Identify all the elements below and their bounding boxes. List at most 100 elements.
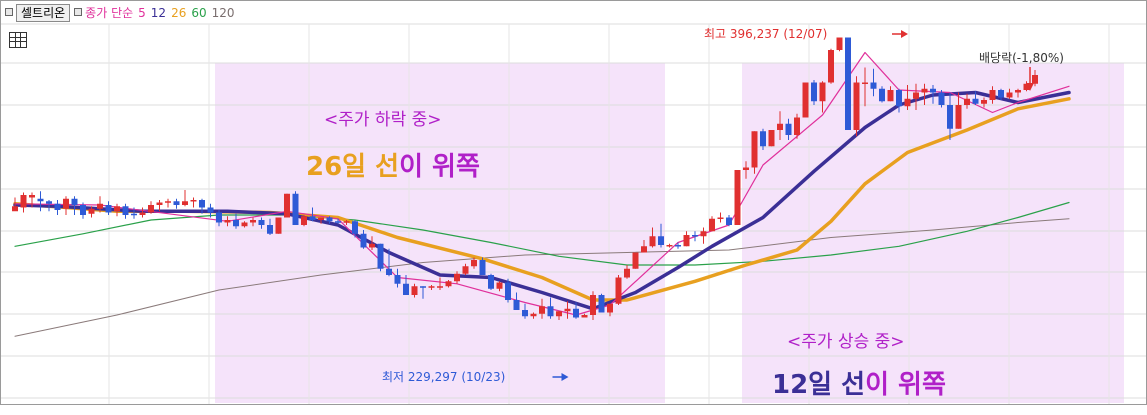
candle-body xyxy=(462,266,469,274)
candle-body xyxy=(913,92,919,99)
candle-body xyxy=(581,315,588,318)
candle-body xyxy=(437,286,443,288)
candle-body xyxy=(505,282,511,300)
candle-body xyxy=(420,286,426,288)
candle-body xyxy=(46,201,52,204)
candle-body xyxy=(122,206,129,215)
bar-square-icon xyxy=(74,7,83,16)
candle-body xyxy=(190,200,197,202)
high-arrow-head xyxy=(901,30,908,38)
candle-body xyxy=(947,105,953,129)
candle-body xyxy=(37,198,44,202)
candle-body xyxy=(114,206,120,212)
candle-body xyxy=(343,221,350,223)
candle-body xyxy=(675,245,681,247)
table-grid-icon[interactable] xyxy=(9,32,27,48)
candle-body xyxy=(386,268,392,275)
candle-body xyxy=(513,300,520,310)
candle-body xyxy=(335,221,341,223)
candle-body xyxy=(879,88,885,102)
candle-body xyxy=(522,310,528,317)
low-label: 최저 229,297 (10/23) xyxy=(382,370,506,384)
candle-body xyxy=(394,275,401,284)
falling-subtitle: 26일 선이 위쪽 xyxy=(306,146,480,183)
candle-body xyxy=(148,205,154,213)
dividend-label: 배당락(-1,80%) xyxy=(979,51,1064,65)
rising-sub-rest: 이 위쪽 xyxy=(865,370,946,400)
candle-body xyxy=(301,216,307,225)
candle-body xyxy=(326,217,333,222)
candle-body xyxy=(777,123,783,130)
candle-body xyxy=(97,203,103,209)
candle-body xyxy=(760,131,766,147)
rising-sub-line: 12일 선 xyxy=(772,370,866,400)
candle-body xyxy=(207,207,214,213)
candle-body xyxy=(54,203,61,210)
ma60-label[interactable]: 60 xyxy=(191,5,207,20)
candle-body xyxy=(71,198,78,205)
candle-body xyxy=(938,92,945,105)
candle-body xyxy=(352,221,358,234)
candle-body xyxy=(403,283,409,295)
candle-body xyxy=(292,193,299,225)
candle-body xyxy=(896,90,902,107)
indicator-label: 종가 단순 xyxy=(85,5,134,20)
candle-body xyxy=(981,100,987,104)
candle-body xyxy=(258,220,265,225)
candle-body xyxy=(139,212,146,215)
ma26-label[interactable]: 26 xyxy=(171,5,187,20)
candle-body xyxy=(726,217,732,225)
candle-body xyxy=(250,220,256,223)
candle-body xyxy=(972,98,979,104)
candle-body xyxy=(80,205,86,215)
rising-subtitle: 12일 선이 위쪽 xyxy=(772,364,946,401)
candle-body xyxy=(768,130,775,147)
bar-square-icon xyxy=(5,7,13,16)
candle-body xyxy=(1032,75,1038,84)
chart-window: 셀트리온 종가 단순 5 12 26 60 120 최고 396,237 (12/07) 최… xyxy=(0,0,1147,405)
indicator-bar: 셀트리온 종가 단순 5 12 26 60 120 xyxy=(1,1,1146,23)
candle-body xyxy=(539,306,545,314)
ma120-label[interactable]: 120 xyxy=(211,5,235,20)
candle-body xyxy=(692,235,698,237)
candle-body xyxy=(624,268,630,278)
candle-body xyxy=(556,311,562,317)
candle-body xyxy=(785,123,792,135)
candle-body xyxy=(199,200,205,208)
candle-body xyxy=(105,205,112,213)
candle-body xyxy=(828,50,834,83)
candle-body xyxy=(819,82,826,102)
candle-body xyxy=(955,105,962,129)
trend-zone xyxy=(742,63,1124,403)
ma120-line xyxy=(14,218,1070,337)
candle-body xyxy=(887,90,894,102)
candle-body xyxy=(530,313,537,317)
candle-body xyxy=(173,201,180,205)
candle-body xyxy=(870,82,877,89)
candle-body xyxy=(743,167,749,170)
candle-body xyxy=(615,277,622,304)
candle-body xyxy=(156,202,163,205)
price-chart xyxy=(1,23,1146,404)
candle-body xyxy=(573,308,579,318)
ma12-label[interactable]: 12 xyxy=(150,5,167,20)
candle-body xyxy=(641,246,647,253)
low-arrow-head xyxy=(561,373,569,381)
candle-body xyxy=(275,217,282,234)
candle-body xyxy=(930,88,936,93)
candle-body xyxy=(1015,90,1021,93)
candle-body xyxy=(794,117,800,135)
candle-body xyxy=(88,208,95,214)
candle-body xyxy=(717,217,724,219)
falling-title: <주가 하락 중> xyxy=(324,110,442,130)
ma5-label[interactable]: 5 xyxy=(138,5,146,20)
candle-body xyxy=(564,308,571,312)
ma60-line xyxy=(14,201,1070,266)
candle-body xyxy=(836,37,843,50)
candle-body xyxy=(921,88,928,93)
candle-body xyxy=(318,217,324,220)
stock-name-button[interactable]: 셀트리온 xyxy=(16,3,71,22)
candle-body xyxy=(29,195,35,198)
candle-body xyxy=(649,236,656,247)
candle-body xyxy=(284,193,290,218)
